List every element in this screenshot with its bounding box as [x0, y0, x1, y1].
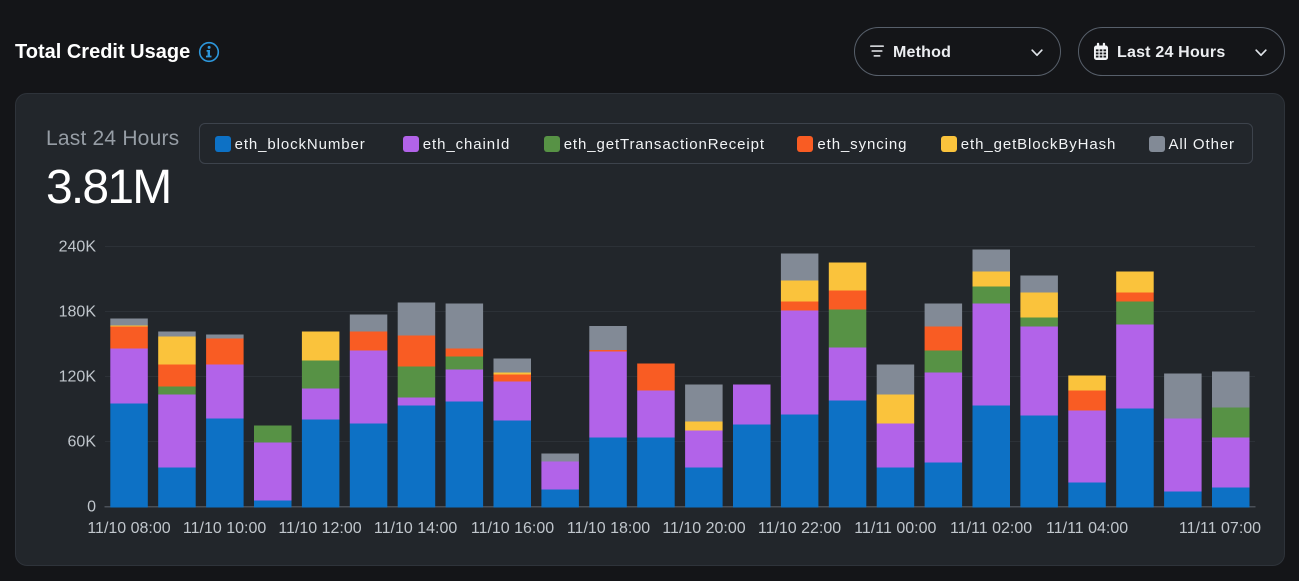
svg-text:0: 0 — [87, 499, 96, 516]
svg-text:11/11 02:00: 11/11 02:00 — [950, 520, 1032, 537]
svg-text:60K: 60K — [68, 434, 97, 451]
svg-text:11/11 00:00: 11/11 00:00 — [854, 520, 936, 537]
svg-text:11/10 14:00: 11/10 14:00 — [374, 520, 457, 537]
svg-text:11/10 16:00: 11/10 16:00 — [471, 520, 554, 537]
svg-text:11/10 20:00: 11/10 20:00 — [662, 520, 745, 537]
svg-text:11/10 22:00: 11/10 22:00 — [758, 520, 841, 537]
svg-text:180K: 180K — [59, 304, 97, 321]
svg-text:11/11 07:00: 11/11 07:00 — [1179, 520, 1261, 537]
svg-text:11/10 10:00: 11/10 10:00 — [183, 520, 266, 537]
svg-text:120K: 120K — [59, 369, 97, 386]
svg-text:11/11 04:00: 11/11 04:00 — [1046, 520, 1128, 537]
svg-text:11/10 18:00: 11/10 18:00 — [567, 520, 650, 537]
svg-text:11/10 12:00: 11/10 12:00 — [278, 520, 361, 537]
svg-text:240K: 240K — [59, 239, 97, 256]
svg-text:11/10 08:00: 11/10 08:00 — [87, 520, 170, 537]
